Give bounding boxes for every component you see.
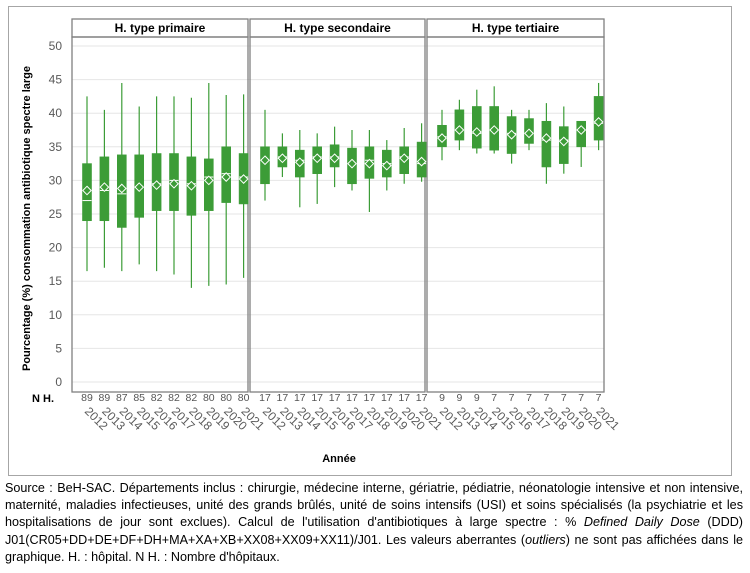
- hospital-count: 17: [398, 392, 410, 404]
- y-tick-label: 15: [49, 274, 63, 288]
- hospital-count: 17: [311, 392, 323, 404]
- hospital-count: 17: [346, 392, 358, 404]
- box-mean-marker: [506, 129, 517, 140]
- panel-frame: [71, 36, 249, 393]
- y-tick-label: 50: [49, 39, 63, 53]
- y-tick-label: 10: [49, 308, 63, 322]
- box-mean-marker: [454, 125, 465, 135]
- hospital-count: 7: [578, 392, 584, 404]
- y-tick-label: 25: [49, 207, 63, 221]
- hospital-count: 89: [81, 392, 93, 404]
- box-plot-chart: 0 5 10 15 20 25 30 35 40 45 50 Pourcentage (%) cons…: [21, 18, 622, 465]
- box-iqr: [454, 109, 465, 141]
- hospital-count: 17: [329, 392, 341, 404]
- box-mean-marker: [312, 153, 323, 164]
- box-iqr: [541, 120, 552, 168]
- caption-outliers: outliers: [525, 532, 566, 547]
- box-mean-marker: [347, 158, 357, 169]
- box-mean-marker: [260, 155, 270, 166]
- hospital-count: 7: [543, 392, 549, 404]
- caption-ddd: Defined Daily Dose: [583, 515, 700, 530]
- box-mean-marker: [116, 183, 127, 194]
- hospital-count: 89: [99, 392, 111, 404]
- hospital-count: 17: [364, 392, 376, 404]
- figure-frame: [8, 6, 732, 476]
- box-mean-marker: [381, 160, 392, 171]
- box-mean-marker: [364, 158, 375, 169]
- caption-part-2: (DDD) J01(CR05+DD+DE+DF+DH+MA+XA+XB+XX08…: [5, 515, 743, 547]
- y-tick-label: 20: [49, 241, 63, 255]
- y-axis-title: Pourcentage (%) consommation antibiotiqu…: [21, 66, 33, 371]
- box-mean-marker: [151, 180, 162, 191]
- panel-title: H. type tertiaire: [472, 21, 560, 35]
- box-mean-marker: [558, 136, 569, 147]
- hospital-count: 80: [220, 392, 232, 404]
- hospital-count: 17: [259, 392, 271, 404]
- hospital-count: 17: [294, 392, 306, 404]
- box-iqr: [260, 146, 270, 185]
- y-tick-label: 35: [49, 140, 63, 154]
- axis-labels: 0 5 10 15 20 25 30 35 40 45 50 Pourcentage (%) cons…: [21, 21, 622, 465]
- hospital-count: 7: [509, 392, 515, 404]
- box-mean-marker: [134, 182, 145, 193]
- hospital-count: 9: [474, 392, 480, 404]
- hospital-count: 80: [238, 392, 250, 404]
- caption-part-3: ) ne sont pas affichées dans le graphiqu…: [5, 532, 743, 564]
- box-mean-marker: [541, 133, 552, 143]
- box-mean-marker: [203, 175, 214, 186]
- hospital-count: 82: [151, 392, 163, 404]
- x-axis-title: Année: [322, 453, 356, 465]
- box-mean-marker: [399, 153, 410, 164]
- hospital-count: 87: [116, 392, 128, 404]
- hospital-count: 85: [133, 392, 145, 404]
- hospital-count: 9: [456, 392, 462, 404]
- panel-frame: [249, 36, 426, 393]
- hospital-count: 9: [439, 392, 445, 404]
- box-mean-marker: [329, 153, 340, 164]
- y-tick-label: 30: [49, 173, 63, 187]
- box-mean-marker: [99, 182, 110, 193]
- box-mean-marker: [238, 174, 249, 184]
- hospital-count: 17: [381, 392, 393, 404]
- caption-part-1: Source : BeH-SAC. Départements inclus : …: [5, 481, 743, 530]
- y-tick-label: 45: [49, 73, 63, 87]
- hospital-count: 82: [168, 392, 180, 404]
- hospital-count: 17: [416, 392, 428, 404]
- box-mean-marker: [82, 185, 92, 196]
- hospital-count: 7: [596, 392, 602, 404]
- box-mean-marker: [524, 128, 534, 139]
- hospital-count: 7: [526, 392, 532, 404]
- box-mean-marker: [489, 125, 500, 135]
- hospital-count: 82: [186, 392, 198, 404]
- count-row-label: N H.: [32, 393, 54, 405]
- panel-title: H. type secondaire: [284, 21, 391, 35]
- box-mean-marker: [221, 172, 232, 182]
- box-mean-marker: [437, 133, 447, 143]
- box-marks: [82, 82, 604, 288]
- box-mean-marker: [294, 157, 305, 168]
- box-mean-marker: [277, 153, 288, 164]
- box-mean-marker: [169, 178, 179, 189]
- y-tick-label: 0: [55, 375, 62, 389]
- box-mean-marker: [593, 117, 604, 127]
- y-tick-label: 40: [49, 106, 63, 120]
- hospital-count: 80: [203, 392, 215, 404]
- figure-caption: Source : BeH-SAC. Départements inclus : …: [5, 480, 743, 566]
- box-mean-marker: [186, 180, 197, 191]
- panel-frames: [71, 18, 605, 393]
- box-mean-marker: [576, 125, 587, 135]
- box-mean-marker: [471, 127, 482, 137]
- hospital-count: 17: [277, 392, 289, 404]
- y-tick-label: 5: [55, 341, 62, 355]
- hospital-count: 7: [491, 392, 497, 404]
- grid-layer: [72, 45, 604, 383]
- panel-title: H. type primaire: [115, 21, 206, 35]
- panel-frame: [426, 36, 605, 393]
- box-mean-marker: [416, 156, 427, 167]
- hospital-count: 7: [561, 392, 567, 404]
